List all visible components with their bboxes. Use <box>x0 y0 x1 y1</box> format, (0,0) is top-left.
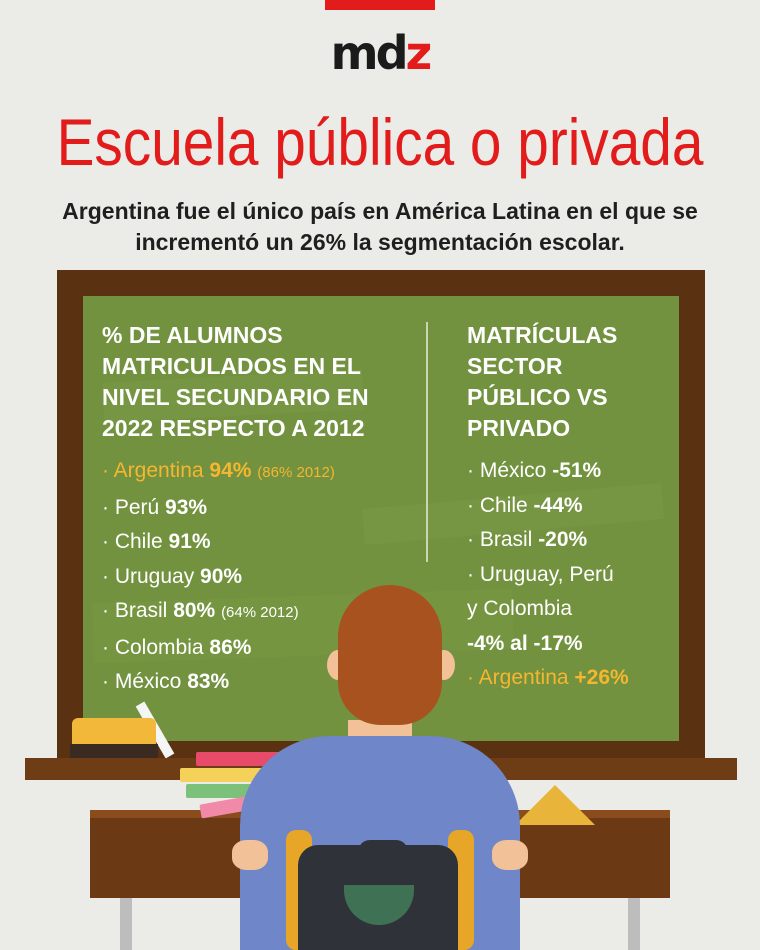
left-column-list: · Argentina 94% (86% 2012) · Perú 93% · … <box>102 454 412 700</box>
column-divider <box>426 322 428 562</box>
desk-leg <box>628 898 640 950</box>
set-square <box>515 785 595 825</box>
logo-accent-text: z <box>405 26 433 80</box>
list-item-brasil: · Brasil 80% (64% 2012) <box>102 599 299 622</box>
list-item-mexico: · México -51% <box>467 459 602 482</box>
list-item-colombia: · Colombia 86% <box>102 635 252 659</box>
list-item-uruguay-peru: · Uruguay, Perú <box>467 562 614 586</box>
list-item-uruguay: · Uruguay 90% <box>102 564 243 588</box>
list-item-brasil: · Brasil -20% <box>467 528 588 551</box>
list-item-mexico: · México 83% <box>102 670 230 693</box>
list-item-range: -4% al -17% <box>467 631 583 655</box>
left-column: % DE ALUMNOS MATRICULADOS EN EL NIVEL SE… <box>102 320 412 700</box>
student-head <box>338 585 442 725</box>
right-column: MATRÍCULAS SECTOR PÚBLICO VS PRIVADO · M… <box>467 320 667 696</box>
eraser <box>72 718 156 746</box>
student-hand <box>232 840 268 870</box>
list-item-argentina: · Argentina 94% (86% 2012) <box>102 459 335 482</box>
eraser-base <box>70 744 158 758</box>
top-accent-bar <box>325 0 435 10</box>
list-item-peru: · Perú 93% <box>102 495 208 519</box>
student-hand <box>492 840 528 870</box>
list-item-chile: · Chile -44% <box>467 493 583 517</box>
list-item-chile: · Chile 91% <box>102 530 211 553</box>
list-item-argentina: · Argentina +26% <box>467 666 629 689</box>
mdz-logo[interactable]: mdz <box>0 28 760 78</box>
right-column-heading: MATRÍCULAS SECTOR PÚBLICO VS PRIVADO <box>467 322 618 441</box>
left-column-heading: % DE ALUMNOS MATRICULADOS EN EL NIVEL SE… <box>102 322 369 441</box>
page-title: Escuela pública o privada <box>56 105 704 179</box>
logo-main-text: md <box>330 26 409 80</box>
list-item-colombia: y Colombia <box>467 597 573 620</box>
desk-leg <box>120 898 132 950</box>
page-subtitle: Argentina fue el único país en América L… <box>62 198 698 255</box>
right-column-list: · México -51% · Chile -44% · Brasil -20%… <box>467 454 667 696</box>
